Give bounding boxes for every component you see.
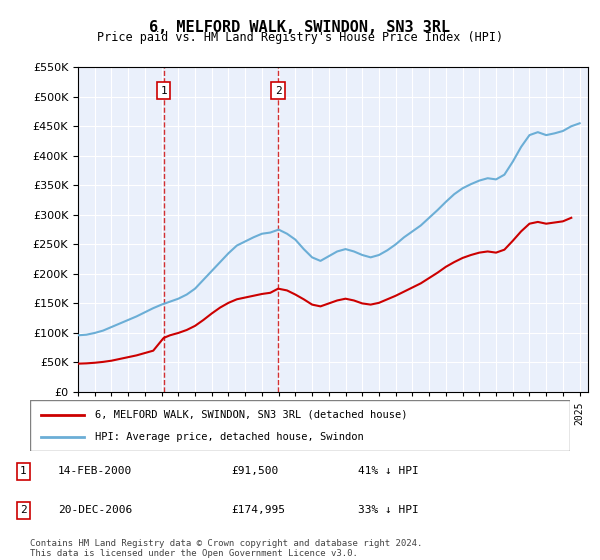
Text: 1: 1 — [20, 466, 27, 477]
Text: 6, MELFORD WALK, SWINDON, SN3 3RL: 6, MELFORD WALK, SWINDON, SN3 3RL — [149, 20, 451, 35]
Text: £174,995: £174,995 — [231, 506, 285, 515]
Text: 41% ↓ HPI: 41% ↓ HPI — [358, 466, 418, 477]
Text: Price paid vs. HM Land Registry's House Price Index (HPI): Price paid vs. HM Land Registry's House … — [97, 31, 503, 44]
Text: 6, MELFORD WALK, SWINDON, SN3 3RL (detached house): 6, MELFORD WALK, SWINDON, SN3 3RL (detac… — [95, 409, 407, 419]
Text: 20-DEC-2006: 20-DEC-2006 — [58, 506, 133, 515]
FancyBboxPatch shape — [30, 400, 570, 451]
Text: 2: 2 — [275, 86, 281, 96]
Text: 1: 1 — [160, 86, 167, 96]
Text: Contains HM Land Registry data © Crown copyright and database right 2024.
This d: Contains HM Land Registry data © Crown c… — [30, 539, 422, 558]
Text: 2: 2 — [20, 506, 27, 515]
Text: HPI: Average price, detached house, Swindon: HPI: Average price, detached house, Swin… — [95, 432, 364, 442]
Text: 14-FEB-2000: 14-FEB-2000 — [58, 466, 133, 477]
Text: 33% ↓ HPI: 33% ↓ HPI — [358, 506, 418, 515]
Text: £91,500: £91,500 — [231, 466, 278, 477]
